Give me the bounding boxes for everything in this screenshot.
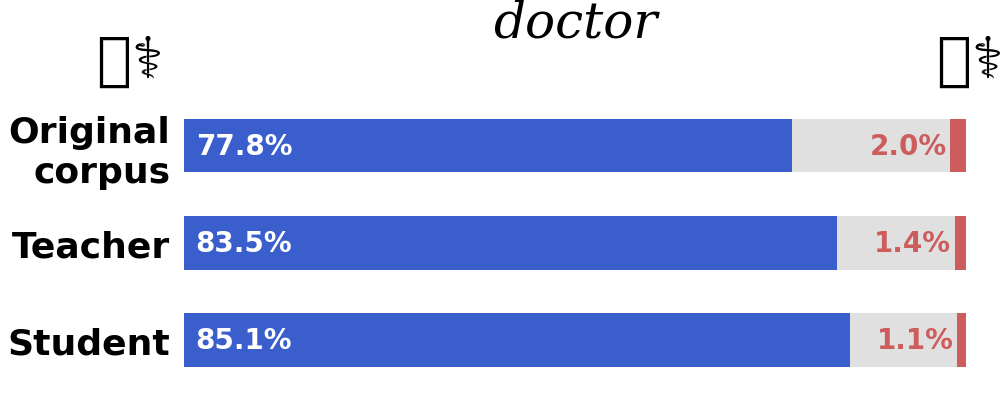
Bar <box>184 216 837 270</box>
Bar <box>184 313 850 367</box>
Bar <box>184 120 792 173</box>
Bar <box>955 216 966 270</box>
Bar <box>184 120 966 173</box>
Bar <box>184 313 966 367</box>
Bar <box>957 313 966 367</box>
Text: doctor: doctor <box>493 0 657 48</box>
Bar <box>950 120 966 173</box>
Text: 1.1%: 1.1% <box>877 326 954 354</box>
Text: 👩‍⚕️: 👩‍⚕️ <box>937 33 1000 90</box>
Text: 2.0%: 2.0% <box>869 133 947 160</box>
Bar <box>184 216 966 270</box>
Text: 77.8%: 77.8% <box>196 133 292 160</box>
Text: 1.4%: 1.4% <box>874 229 951 257</box>
Text: 83.5%: 83.5% <box>196 229 292 257</box>
Text: 85.1%: 85.1% <box>196 326 292 354</box>
Text: 👨‍⚕️: 👨‍⚕️ <box>97 33 163 90</box>
